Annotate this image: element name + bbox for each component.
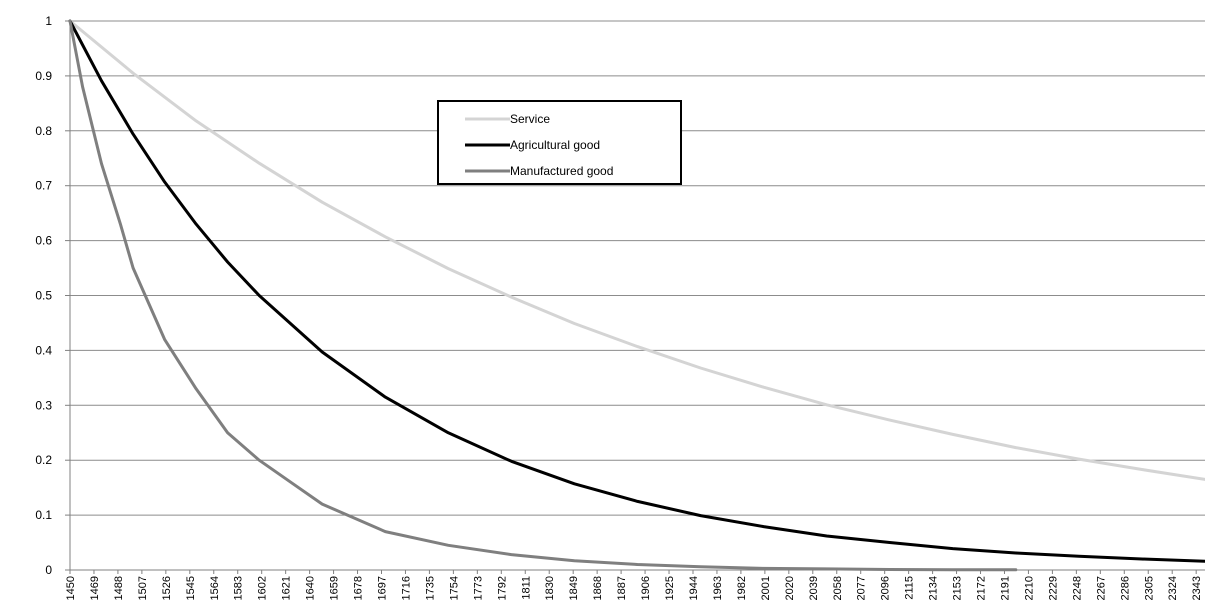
series-line-agricultural-good (68, 19, 1205, 563)
x-tick-label: 1716 (400, 576, 412, 600)
x-tick-label: 2077 (856, 576, 868, 600)
y-tick-label: 0.1 (35, 508, 52, 522)
x-tick-label: 2343 (1191, 576, 1203, 600)
x-tick-label: 1811 (520, 576, 532, 600)
x-tick-label: 1754 (448, 576, 460, 600)
x-tick-label: 2039 (808, 576, 820, 600)
x-tick-label: 1583 (233, 576, 245, 600)
y-tick-label: 0.6 (35, 234, 52, 248)
x-tick-label: 2134 (928, 576, 940, 600)
x-tick-label: 2172 (976, 576, 988, 600)
x-tick-label: 2153 (952, 576, 964, 600)
legend-label-agricultural: Agricultural good (510, 138, 600, 152)
x-tick-label: 1963 (712, 576, 724, 600)
legend-label-manufactured: Manufactured good (510, 164, 613, 178)
x-tick-label: 1564 (209, 576, 221, 600)
x-tick-label: 1925 (664, 576, 676, 600)
y-tick-label: 0 (45, 563, 52, 577)
x-tick-label: 1450 (65, 576, 77, 600)
x-tick-label: 1887 (616, 576, 628, 600)
y-tick-label: 0.2 (35, 453, 52, 467)
series-line-service (68, 19, 1205, 481)
x-tick-label: 2248 (1071, 576, 1083, 600)
x-tick-label: 2020 (784, 576, 796, 600)
x-tick-label: 1469 (89, 576, 101, 600)
x-tick-label: 2115 (904, 576, 916, 600)
series-line-manufactured-good (68, 19, 1018, 572)
x-tick-label: 1507 (137, 576, 149, 600)
x-tick-label: 2191 (999, 576, 1011, 600)
y-tick-label: 0.4 (35, 343, 52, 357)
x-tick-label: 2058 (832, 576, 844, 600)
x-tick-label: 1488 (113, 576, 125, 600)
x-tick-label: 2267 (1095, 576, 1107, 600)
x-tick-label: 1640 (305, 576, 317, 600)
x-tick-label: 1621 (281, 576, 293, 600)
x-tick-label: 1792 (496, 576, 508, 600)
x-tick-label: 2305 (1143, 576, 1155, 600)
y-tick-label: 1 (45, 14, 52, 28)
x-tick-label: 1526 (161, 576, 173, 600)
x-tick-label: 1735 (424, 576, 436, 600)
x-tick-label: 1659 (329, 576, 341, 600)
x-tick-label: 1830 (544, 576, 556, 600)
y-axis-ticks: 0 0.1 0.2 0.3 0.4 0.5 0.6 0.7 0.8 0.9 1 (35, 14, 70, 577)
y-tick-label: 0.7 (35, 179, 52, 193)
x-tick-label: 1602 (257, 576, 269, 600)
x-tick-label: 1678 (353, 576, 365, 600)
x-tick-label: 1697 (376, 576, 388, 600)
series-lines (68, 19, 1205, 572)
x-tick-label: 1982 (736, 576, 748, 600)
x-tick-label: 2096 (880, 576, 892, 600)
y-tick-label: 0.9 (35, 69, 52, 83)
x-tick-label: 1944 (688, 576, 700, 600)
x-tick-label: 2324 (1167, 576, 1179, 600)
y-tick-label: 0.5 (35, 289, 52, 303)
x-tick-label: 1868 (592, 576, 604, 600)
x-tick-label: 1773 (472, 576, 484, 600)
x-tick-label: 2210 (1023, 576, 1035, 600)
gridlines (70, 20, 1205, 516)
x-tick-label: 1906 (640, 576, 652, 600)
x-axis-ticks: 1450 1469 1488 1507 1526 1545 1564 1583 1602 1621… (65, 570, 1203, 600)
legend: Service Agricultural good Manufactured g… (437, 100, 682, 185)
x-tick-label: 2286 (1119, 576, 1131, 600)
y-tick-label: 0.3 (35, 398, 52, 412)
x-tick-label: 2001 (760, 576, 772, 600)
x-tick-label: 1849 (568, 576, 580, 600)
x-tick-label: 1545 (185, 576, 197, 600)
x-tick-label: 2229 (1047, 576, 1059, 600)
y-tick-label: 0.8 (35, 124, 52, 138)
legend-label-service: Service (510, 112, 550, 126)
